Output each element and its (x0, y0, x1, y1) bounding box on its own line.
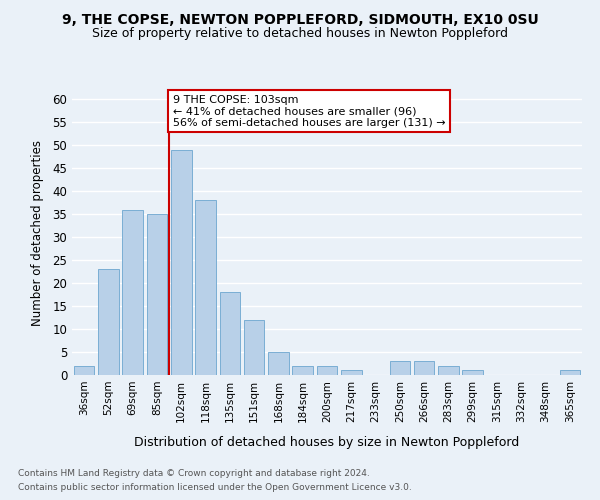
Bar (414, 361, 434, 375)
Bar (438, 366, 459, 375)
Text: Contains HM Land Registry data © Crown copyright and database right 2024.: Contains HM Land Registry data © Crown c… (18, 468, 370, 477)
Bar (268, 352, 289, 375)
Bar (463, 370, 483, 375)
Bar (317, 366, 337, 375)
Bar (146, 214, 167, 375)
Y-axis label: Number of detached properties: Number of detached properties (31, 140, 44, 326)
Text: 9, THE COPSE, NEWTON POPPLEFORD, SIDMOUTH, EX10 0SU: 9, THE COPSE, NEWTON POPPLEFORD, SIDMOUT… (62, 12, 538, 26)
Bar (560, 370, 580, 375)
Bar (195, 200, 216, 375)
Bar (98, 270, 119, 375)
Bar (74, 366, 94, 375)
Bar (220, 292, 240, 375)
Bar (389, 361, 410, 375)
X-axis label: Distribution of detached houses by size in Newton Poppleford: Distribution of detached houses by size … (134, 436, 520, 449)
Bar (292, 366, 313, 375)
Text: 9 THE COPSE: 103sqm
← 41% of detached houses are smaller (96)
56% of semi-detach: 9 THE COPSE: 103sqm ← 41% of detached ho… (173, 94, 445, 128)
Text: Contains public sector information licensed under the Open Government Licence v3: Contains public sector information licen… (18, 484, 412, 492)
Bar (122, 210, 143, 375)
Text: Size of property relative to detached houses in Newton Poppleford: Size of property relative to detached ho… (92, 28, 508, 40)
Bar (171, 150, 191, 375)
Bar (341, 370, 362, 375)
Bar (244, 320, 265, 375)
